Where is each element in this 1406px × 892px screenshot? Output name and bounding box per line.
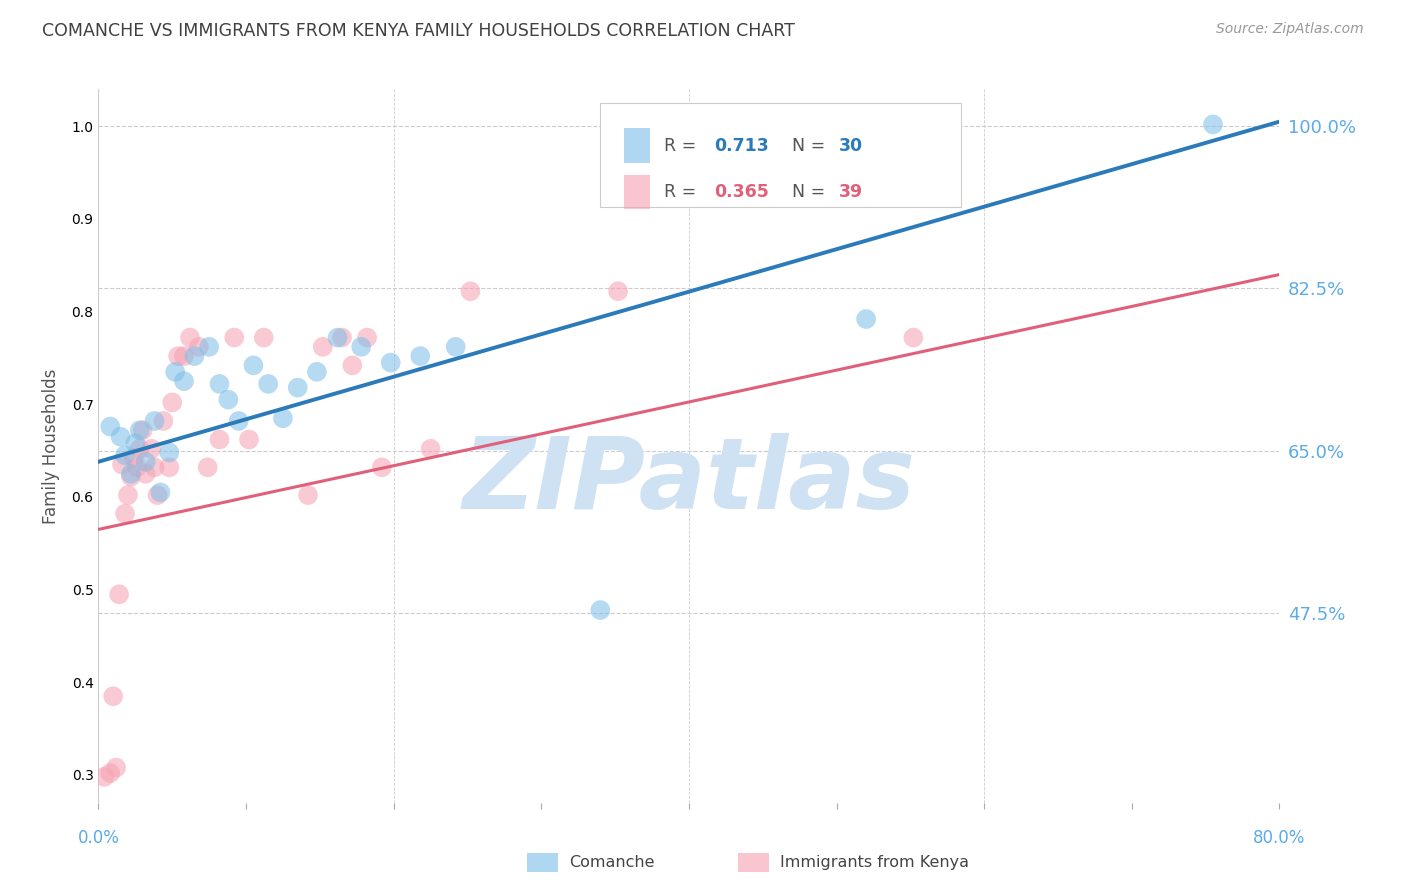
Point xyxy=(179,330,201,344)
Point xyxy=(187,340,209,354)
Point xyxy=(93,770,115,784)
Bar xyxy=(624,128,650,162)
Point xyxy=(460,284,482,298)
Point xyxy=(132,423,155,437)
Point xyxy=(157,445,180,459)
Bar xyxy=(527,853,558,872)
Point xyxy=(128,423,150,437)
Point xyxy=(312,340,335,354)
Point xyxy=(409,349,432,363)
Text: Comanche: Comanche xyxy=(569,855,655,870)
Point xyxy=(105,761,128,775)
Text: Source: ZipAtlas.com: Source: ZipAtlas.com xyxy=(1216,22,1364,37)
FancyBboxPatch shape xyxy=(600,103,960,207)
Point xyxy=(419,442,441,456)
Point xyxy=(342,359,364,373)
Point xyxy=(146,488,169,502)
Text: N =: N = xyxy=(792,183,831,201)
Point xyxy=(98,766,121,780)
Point xyxy=(128,442,150,456)
Text: 39: 39 xyxy=(839,183,863,201)
Point xyxy=(1202,117,1225,131)
Point xyxy=(114,448,136,462)
Point xyxy=(217,392,239,407)
Point xyxy=(444,340,467,354)
Point xyxy=(173,349,195,363)
Point xyxy=(162,395,183,409)
Point xyxy=(607,284,630,298)
Point xyxy=(124,436,146,450)
Point xyxy=(125,460,148,475)
Point xyxy=(152,414,174,428)
Point xyxy=(165,365,187,379)
Text: ZIPatlas: ZIPatlas xyxy=(463,434,915,530)
Point xyxy=(117,488,139,502)
Text: 80.0%: 80.0% xyxy=(1253,829,1306,847)
Point xyxy=(114,507,136,521)
Point xyxy=(197,460,219,475)
Point xyxy=(198,340,221,354)
Point xyxy=(208,433,231,447)
Point xyxy=(183,349,205,363)
Point xyxy=(224,330,246,344)
Point xyxy=(326,330,349,344)
Text: 30: 30 xyxy=(839,136,863,154)
Text: N =: N = xyxy=(792,136,831,154)
Y-axis label: Family Households: Family Households xyxy=(42,368,60,524)
Point xyxy=(330,330,353,344)
Text: R =: R = xyxy=(664,183,702,201)
Text: 0.365: 0.365 xyxy=(714,183,769,201)
Point xyxy=(356,330,378,344)
Point xyxy=(122,451,145,466)
Point xyxy=(135,455,157,469)
Point xyxy=(120,467,142,481)
Point xyxy=(108,587,131,601)
Point xyxy=(143,460,166,475)
Point xyxy=(903,330,925,344)
Point xyxy=(350,340,373,354)
Point xyxy=(208,376,231,391)
Point xyxy=(287,381,309,395)
Point xyxy=(98,419,121,434)
Point xyxy=(271,411,294,425)
Point xyxy=(135,467,157,481)
Point xyxy=(257,376,280,391)
Point xyxy=(111,458,134,472)
Bar xyxy=(738,853,769,872)
Point xyxy=(242,359,264,373)
Text: 0.713: 0.713 xyxy=(714,136,769,154)
Text: Immigrants from Kenya: Immigrants from Kenya xyxy=(780,855,969,870)
Point xyxy=(173,374,195,388)
Point xyxy=(120,469,142,483)
Point xyxy=(141,442,163,456)
Point xyxy=(371,460,394,475)
Point xyxy=(855,312,877,326)
Point xyxy=(238,433,260,447)
Bar xyxy=(624,175,650,209)
Text: R =: R = xyxy=(664,136,702,154)
Point xyxy=(110,430,132,444)
Point xyxy=(228,414,250,428)
Point xyxy=(589,603,612,617)
Point xyxy=(305,365,328,379)
Point xyxy=(167,349,190,363)
Point xyxy=(380,355,402,369)
Text: COMANCHE VS IMMIGRANTS FROM KENYA FAMILY HOUSEHOLDS CORRELATION CHART: COMANCHE VS IMMIGRANTS FROM KENYA FAMILY… xyxy=(42,22,794,40)
Point xyxy=(157,460,180,475)
Point xyxy=(297,488,319,502)
Point xyxy=(149,485,172,500)
Point xyxy=(143,414,166,428)
Text: 0.0%: 0.0% xyxy=(77,829,120,847)
Point xyxy=(103,690,125,704)
Point xyxy=(253,330,276,344)
